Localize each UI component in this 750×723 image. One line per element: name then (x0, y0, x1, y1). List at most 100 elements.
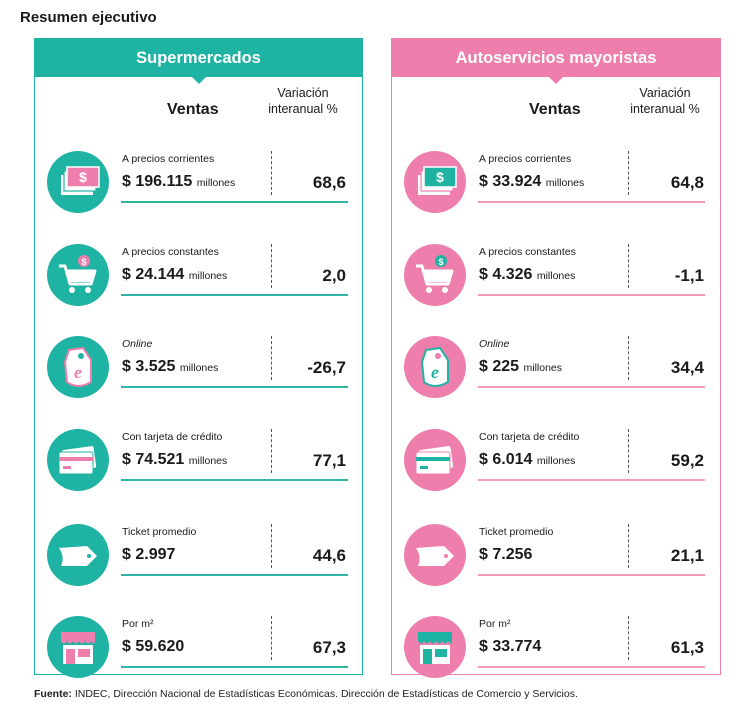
header-pointer (549, 77, 563, 84)
metric-value: $ 74.521 millones (122, 451, 227, 469)
svg-text:e: e (74, 362, 82, 382)
row-underline (478, 574, 705, 576)
store-icon (47, 616, 109, 678)
svg-text:$: $ (438, 257, 443, 267)
metric-row: $ A precios constantes $ 24.144 millones 2,… (35, 244, 362, 324)
metric-label: Online (479, 338, 510, 350)
metric-unit: millones (536, 270, 576, 282)
panel-supermercados: Supermercados Ventas Variación interanual … (34, 38, 363, 678)
credit-card-icon (404, 429, 466, 491)
metric-label: A precios constantes (479, 246, 576, 258)
dotted-separator (271, 244, 272, 288)
page-title: Resumen ejecutivo (20, 9, 157, 26)
metric-label: A precios constantes (122, 246, 219, 258)
row-underline (478, 294, 705, 296)
metric-variation: 68,6 (312, 173, 346, 192)
row-underline (121, 574, 348, 576)
svg-text:e: e (431, 362, 439, 382)
online-tag-icon: e (47, 336, 109, 398)
metric-label: Por m² (122, 618, 154, 630)
svg-text:$: $ (79, 169, 87, 185)
dotted-separator (628, 616, 629, 660)
metric-amount: $ 6.014 (479, 451, 533, 468)
row-underline (478, 201, 705, 203)
metric-row: $ A precios constantes $ 4.326 millones -1,… (392, 244, 720, 324)
row-underline (121, 386, 348, 388)
metric-unit: millones (523, 362, 563, 374)
svg-text:$: $ (81, 257, 86, 267)
row-underline (121, 201, 348, 203)
metric-amount: $ 3.525 (122, 358, 176, 375)
panel-title-text: Supermercados (136, 48, 261, 67)
metric-variation: 64,8 (670, 173, 704, 192)
dotted-separator (271, 151, 272, 195)
dotted-separator (271, 524, 272, 568)
row-underline (478, 666, 705, 668)
column-header-sales: Ventas (167, 101, 219, 118)
dotted-separator (271, 616, 272, 660)
metric-variation: 21,1 (670, 546, 704, 565)
metric-amount: $ 24.144 (122, 266, 185, 283)
metric-label: Con tarjeta de crédito (122, 431, 223, 443)
metric-row: Ticket promedio $ 7.256 21,1 (392, 524, 720, 604)
dotted-separator (271, 429, 272, 473)
panel-title: Supermercados (35, 39, 362, 84)
dotted-separator (628, 151, 629, 195)
metric-label: Con tarjeta de crédito (479, 431, 580, 443)
metric-amount: $ 74.521 (122, 451, 185, 468)
metric-label: Ticket promedio (122, 526, 197, 538)
metric-value: $ 59.620 (122, 638, 184, 656)
metric-unit: millones (196, 177, 236, 189)
metric-row: e Online $ 225 millones 34,4 (392, 336, 720, 416)
metric-variation: 67,3 (312, 638, 346, 657)
row-underline (478, 479, 705, 481)
row-underline (121, 479, 348, 481)
row-underline (121, 294, 348, 296)
metric-unit: millones (536, 455, 576, 467)
metric-variation: 61,3 (670, 638, 704, 657)
metric-unit: millones (188, 270, 228, 282)
cart-icon: $ (47, 244, 109, 306)
svg-text:$: $ (436, 169, 444, 185)
metric-value: $ 33.774 (479, 638, 541, 656)
metric-value: $ 2.997 (122, 546, 175, 564)
metric-unit: millones (179, 362, 219, 374)
metric-label: A precios corrientes (122, 153, 215, 165)
metric-value: $ 225 millones (479, 358, 562, 376)
metric-value: $ 196.115 millones (122, 173, 235, 191)
metric-variation: 44,6 (312, 546, 346, 565)
source-label: Fuente: (34, 688, 72, 700)
metric-value: $ 4.326 millones (479, 266, 575, 284)
money-icon: $ (47, 151, 109, 213)
metric-row: Por m² $ 59.620 67,3 (35, 616, 362, 696)
metric-row: Con tarjeta de crédito $ 6.014 millones 59… (392, 429, 720, 509)
column-header-variation: Variación interanual % (268, 86, 338, 116)
metric-label: Ticket promedio (479, 526, 554, 538)
metric-amount: $ 2.997 (122, 546, 176, 563)
row-underline (121, 666, 348, 668)
metric-row: $ A precios corrientes $ 196.115 millones 6… (35, 151, 362, 231)
dotted-separator (271, 336, 272, 380)
dotted-separator (628, 244, 629, 288)
metric-unit: millones (545, 177, 585, 189)
metric-value: $ 3.525 millones (122, 358, 218, 376)
metric-row: Ticket promedio $ 2.997 44,6 (35, 524, 362, 604)
metric-variation: 77,1 (312, 451, 346, 470)
metric-amount: $ 196.115 (122, 173, 193, 190)
metric-variation: -26,7 (307, 358, 346, 377)
metric-variation: 59,2 (670, 451, 704, 470)
metric-label: Online (122, 338, 153, 350)
metric-value: $ 24.144 millones (122, 266, 227, 284)
header-pointer (191, 77, 206, 84)
metric-amount: $ 33.924 (479, 173, 542, 190)
panel-title: Autoservicios mayoristas (392, 39, 720, 84)
ticket-icon (47, 524, 109, 586)
metric-row: Con tarjeta de crédito $ 74.521 millones 7… (35, 429, 362, 509)
column-header-variation: Variación interanual % (630, 86, 700, 116)
row-underline (478, 386, 705, 388)
store-icon (404, 616, 466, 678)
metric-variation: 34,4 (670, 358, 704, 377)
column-header-sales: Ventas (529, 101, 581, 118)
metric-label: A precios corrientes (479, 153, 572, 165)
metric-label: Por m² (479, 618, 511, 630)
